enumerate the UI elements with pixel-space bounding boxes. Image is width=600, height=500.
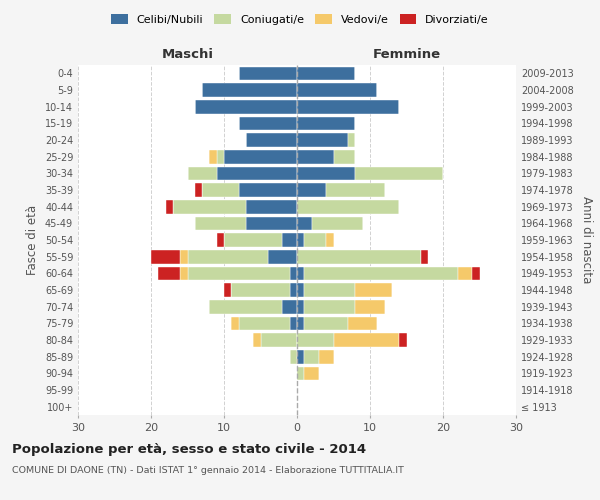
Bar — [217, 166, 297, 180]
Bar — [151, 250, 180, 264]
Bar — [188, 166, 217, 180]
Bar — [224, 150, 297, 164]
Bar — [297, 333, 334, 347]
Bar — [297, 366, 304, 380]
Bar — [158, 266, 180, 280]
Bar — [173, 200, 246, 213]
Bar — [355, 283, 392, 297]
Bar — [297, 350, 304, 364]
Bar — [304, 233, 326, 247]
Bar — [268, 250, 297, 264]
Text: Maschi: Maschi — [161, 48, 214, 62]
Bar — [260, 333, 297, 347]
Bar — [355, 166, 443, 180]
Bar — [334, 333, 399, 347]
Bar — [290, 266, 297, 280]
Text: Popolazione per età, sesso e stato civile - 2014: Popolazione per età, sesso e stato civil… — [12, 442, 366, 456]
Y-axis label: Fasce di età: Fasce di età — [26, 205, 39, 275]
Bar — [297, 116, 355, 130]
Bar — [180, 250, 188, 264]
Bar — [195, 100, 297, 114]
Bar — [297, 183, 326, 197]
Bar — [297, 283, 304, 297]
Bar — [297, 233, 304, 247]
Text: Femmine: Femmine — [373, 48, 440, 62]
Bar — [319, 350, 334, 364]
Bar — [166, 200, 173, 213]
Bar — [472, 266, 479, 280]
Bar — [283, 300, 297, 314]
Bar — [290, 283, 297, 297]
Bar — [297, 83, 377, 97]
Bar — [304, 316, 348, 330]
Y-axis label: Anni di nascita: Anni di nascita — [580, 196, 593, 284]
Bar — [180, 266, 188, 280]
Bar — [326, 233, 334, 247]
Bar — [304, 266, 458, 280]
Bar — [239, 183, 297, 197]
Bar — [239, 116, 297, 130]
Bar — [297, 66, 355, 80]
Bar — [348, 133, 355, 147]
Bar — [458, 266, 472, 280]
Bar — [399, 333, 407, 347]
Bar — [304, 300, 355, 314]
Bar — [239, 316, 290, 330]
Bar — [348, 316, 377, 330]
Bar — [304, 366, 319, 380]
Bar — [297, 133, 348, 147]
Bar — [195, 216, 246, 230]
Bar — [297, 266, 304, 280]
Bar — [217, 150, 224, 164]
Bar — [232, 316, 239, 330]
Bar — [304, 283, 355, 297]
Bar — [224, 233, 283, 247]
Bar — [239, 66, 297, 80]
Bar — [246, 133, 297, 147]
Bar — [224, 283, 232, 297]
Bar — [209, 150, 217, 164]
Bar — [246, 216, 297, 230]
Bar — [297, 300, 304, 314]
Bar — [421, 250, 428, 264]
Bar — [304, 350, 319, 364]
Bar — [217, 233, 224, 247]
Text: COMUNE DI DAONE (TN) - Dati ISTAT 1° gennaio 2014 - Elaborazione TUTTITALIA.IT: COMUNE DI DAONE (TN) - Dati ISTAT 1° gen… — [12, 466, 404, 475]
Bar — [188, 266, 290, 280]
Bar — [297, 150, 334, 164]
Bar — [290, 316, 297, 330]
Bar — [297, 316, 304, 330]
Bar — [209, 300, 283, 314]
Legend: Celibi/Nubili, Coniugati/e, Vedovi/e, Divorziati/e: Celibi/Nubili, Coniugati/e, Vedovi/e, Di… — [108, 10, 492, 28]
Bar — [311, 216, 363, 230]
Bar — [202, 183, 239, 197]
Bar — [334, 150, 355, 164]
Bar — [188, 250, 268, 264]
Bar — [297, 100, 399, 114]
Bar — [232, 283, 290, 297]
Bar — [297, 250, 421, 264]
Bar — [297, 200, 399, 213]
Bar — [283, 233, 297, 247]
Bar — [246, 200, 297, 213]
Bar — [326, 183, 385, 197]
Bar — [202, 83, 297, 97]
Bar — [297, 216, 311, 230]
Bar — [355, 300, 385, 314]
Bar — [297, 166, 355, 180]
Bar — [290, 350, 297, 364]
Bar — [195, 183, 202, 197]
Bar — [253, 333, 260, 347]
